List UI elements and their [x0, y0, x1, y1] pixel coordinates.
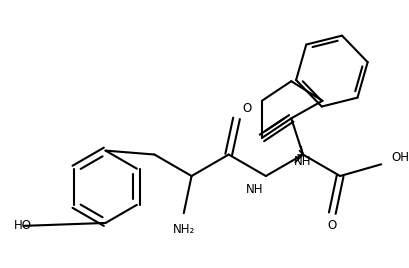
Text: O: O [242, 102, 251, 115]
Text: NH₂: NH₂ [172, 223, 194, 236]
Text: OH: OH [390, 151, 408, 164]
Text: O: O [327, 219, 336, 232]
Text: NH: NH [294, 155, 311, 168]
Text: HO: HO [13, 219, 31, 232]
Text: NH: NH [246, 183, 263, 196]
